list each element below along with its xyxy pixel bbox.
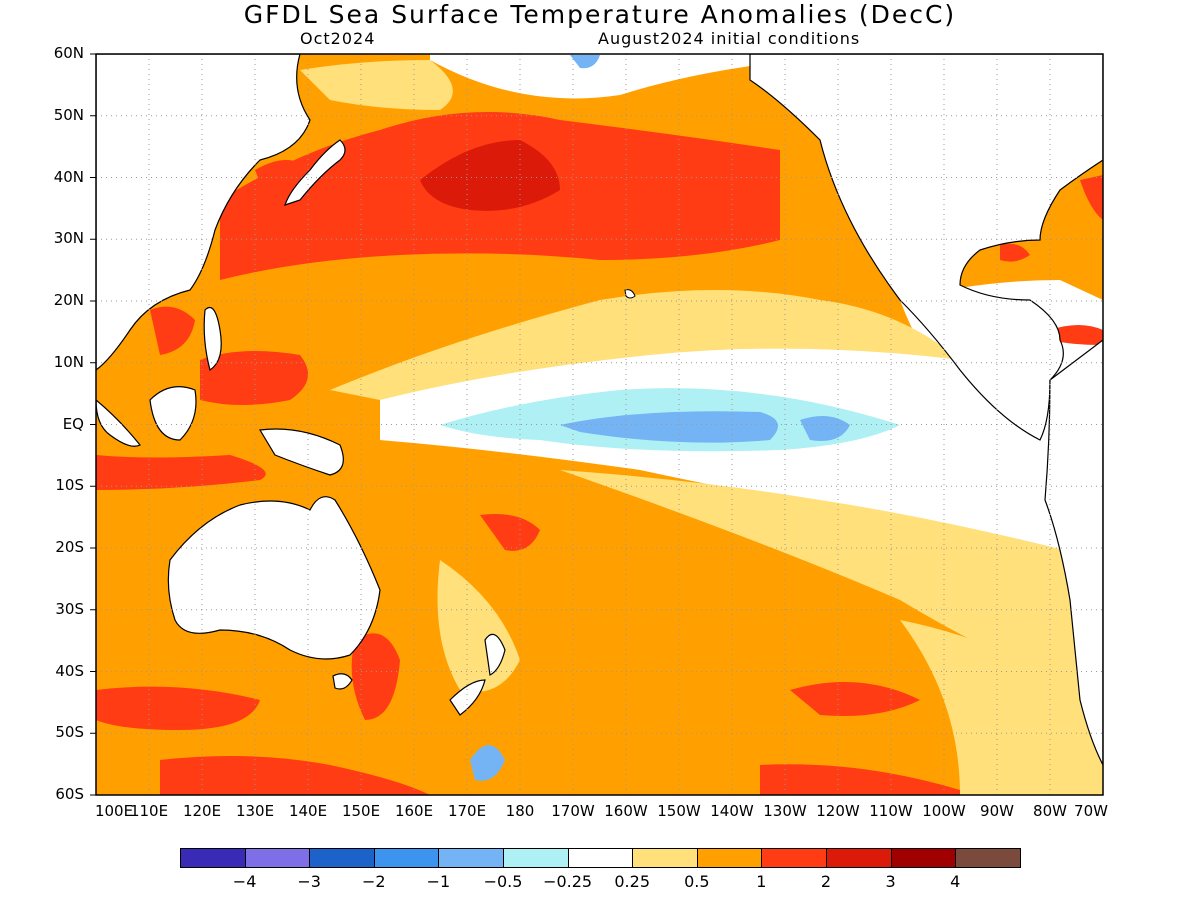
lon-label: 160E	[394, 802, 434, 820]
colorbar-label: 3	[885, 872, 896, 891]
lon-label: 120E	[182, 802, 222, 820]
philippine-sea-warm	[200, 351, 308, 405]
lat-label: 60S	[55, 785, 84, 803]
lon-label: 100W	[922, 802, 966, 820]
colorbar-swatch	[890, 848, 957, 868]
borneo-island	[149, 386, 197, 441]
lon-label: 140W	[710, 802, 754, 820]
equatorial-cold-core	[560, 411, 778, 443]
lon-label: 110W	[869, 802, 913, 820]
new-zealand-north	[484, 633, 506, 676]
colorbar-label: 0.25	[614, 872, 650, 891]
philippines	[203, 306, 222, 371]
lon-label: 100E	[94, 802, 134, 820]
lon-label: 150E	[341, 802, 381, 820]
lon-label: 90W	[980, 802, 1014, 820]
colorbar-label: −0.5	[483, 872, 523, 891]
forecast-month: Oct2024	[300, 29, 376, 48]
initial-conditions: August2024 initial conditions	[598, 29, 861, 48]
lat-label: 40N	[53, 167, 84, 186]
tasmania	[332, 673, 353, 690]
lat-label: 30N	[53, 229, 84, 248]
lon-label: 130W	[763, 802, 807, 820]
lat-label: 60N	[53, 44, 84, 62]
lat-label: 20S	[55, 538, 84, 556]
tasman-warm	[351, 633, 400, 720]
colorbar-label: 2	[820, 872, 832, 891]
lon-label: 140E	[288, 802, 328, 820]
lat-label: 40S	[55, 661, 84, 680]
colorbar-label: −1	[426, 872, 451, 891]
colorbar-label: −2	[362, 872, 386, 891]
colorbar-swatch	[503, 848, 569, 868]
north-cool-patch	[570, 55, 600, 69]
lon-label: 130E	[235, 802, 275, 820]
lat-label: 20N	[53, 291, 84, 309]
colorbar-swatch	[826, 848, 892, 868]
north-pacific-pale-yellow	[300, 60, 453, 110]
colorbar-label: −0.25	[543, 872, 593, 891]
tropical-pale-yellow-north	[330, 290, 960, 400]
south-america-landmass	[1044, 339, 1103, 766]
lat-label: 50S	[55, 723, 84, 742]
colorbar-label: −4	[232, 872, 257, 891]
lon-label: 170E	[447, 802, 487, 820]
lon-label: 80W	[1033, 802, 1067, 820]
colorbar-swatch	[180, 848, 246, 868]
lon-label: 120W	[816, 802, 860, 820]
new-guinea	[259, 428, 344, 476]
colorbar-swatch	[696, 848, 763, 868]
colorbar-label: 4	[950, 872, 961, 891]
north-atlantic-warm	[1080, 175, 1103, 220]
graticule	[96, 54, 1103, 795]
caribbean-warm	[1050, 325, 1103, 345]
lon-label: 150W	[657, 802, 701, 820]
gulf-warm	[1000, 243, 1030, 262]
southern-ocean-warm-east	[790, 682, 920, 716]
japan	[284, 139, 346, 206]
colorbar-label: −3	[297, 872, 321, 891]
asia-landmass	[96, 54, 311, 371]
colorbar-swatch	[955, 848, 1021, 868]
lon-label: 170W	[551, 802, 595, 820]
south-cool-patch	[470, 745, 505, 781]
colorbar-label: 0.5	[684, 872, 710, 891]
southern-ocean-warm-west	[96, 686, 260, 730]
lat-label: 10N	[53, 352, 84, 371]
map-title: GFDL Sea Surface Temperature Anomalies (…	[243, 0, 957, 29]
lon-label: 160W	[604, 802, 648, 820]
south-pacific-pale-yellow	[560, 470, 1103, 700]
lat-label: 10S	[55, 476, 84, 495]
colorbar-swatch	[373, 848, 440, 868]
lat-label: 30S	[55, 599, 84, 618]
colorbar-swatch	[567, 848, 634, 868]
lon-label: 70W	[1074, 802, 1108, 820]
south-pacific-warm-1	[480, 514, 540, 551]
colorbar-swatch	[761, 848, 827, 868]
north-pacific-neutral-patch	[430, 54, 800, 99]
tick-marks	[90, 53, 96, 796]
southern-ocean-warm-southeast	[760, 764, 960, 795]
lon-label: 110E	[129, 802, 169, 820]
colorbar-swatch	[438, 848, 504, 868]
hawaii-islands	[624, 289, 636, 299]
north-pacific-hot-core	[420, 140, 560, 211]
lon-label: 180	[505, 802, 535, 820]
lat-label: EQ	[62, 414, 84, 433]
south-pale-yellow-east	[900, 620, 1103, 795]
colorbar-swatch	[309, 848, 375, 868]
south-china-sea-warm	[150, 306, 195, 355]
australia	[167, 496, 381, 660]
southern-ocean-warm-bottom	[160, 756, 430, 795]
colorbar-label: 1	[756, 872, 767, 891]
sumatra	[96, 399, 141, 447]
colorbar-swatch	[632, 848, 698, 868]
indonesia-warm	[96, 455, 266, 490]
lat-label: 50N	[53, 105, 84, 124]
colorbar-swatch	[244, 848, 311, 868]
